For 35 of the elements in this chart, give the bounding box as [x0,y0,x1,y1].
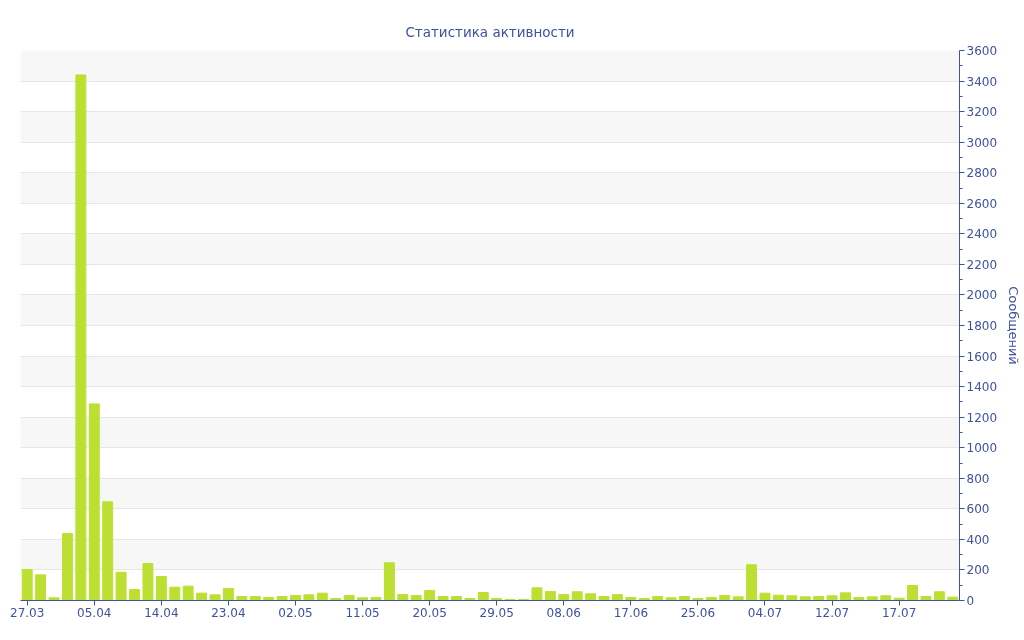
x-tick-label: 25.06 [680,605,716,620]
x-tick-label: 17.07 [881,605,917,620]
y-tick-label: 3000 [966,135,998,150]
x-tick-label: 02.05 [278,605,313,620]
y-tick-label: 0 [966,594,975,608]
y-tick-label: 2000 [966,288,998,303]
x-tick-label: 23.04 [211,605,246,620]
x-tick-label: 11.05 [345,605,380,620]
y-tick-label: 2200 [966,257,998,272]
y-tick-label: 2600 [966,196,998,211]
y-tick-label: 600 [966,502,990,517]
y-tick-label: 800 [966,471,990,486]
x-tick-label: 17.06 [613,605,649,620]
x-tick-label: 27.03 [10,605,45,620]
y-tick-label: 1600 [966,349,998,364]
y-tick-label: 200 [966,563,990,578]
x-tick-label: 04.07 [747,605,783,620]
chart-title: Статистика активности [405,23,575,40]
y-axis-title: Сообщений [1006,286,1022,365]
y-tick-label: 1400 [966,380,998,395]
y-tick-label: 1000 [966,441,998,456]
y-tick-label: 2800 [966,166,998,181]
y-tick-label: 1200 [966,410,998,425]
x-tick-label: 20.05 [412,605,447,620]
x-tick-label: 29.05 [479,605,514,620]
y-tick-label: 1800 [966,319,998,333]
x-tick-label: 14.04 [144,605,179,620]
x-tick-label: 08.06 [546,605,581,620]
y-tick-label: 3200 [966,105,998,120]
y-tick-label: 3400 [966,74,998,89]
y-tick-label: 400 [966,532,990,547]
x-tick-label: 12.07 [814,605,850,620]
y-tick-label: 2400 [966,227,998,242]
y-tick-label: 3600 [966,44,998,58]
x-tick-label: 05.04 [77,605,112,620]
